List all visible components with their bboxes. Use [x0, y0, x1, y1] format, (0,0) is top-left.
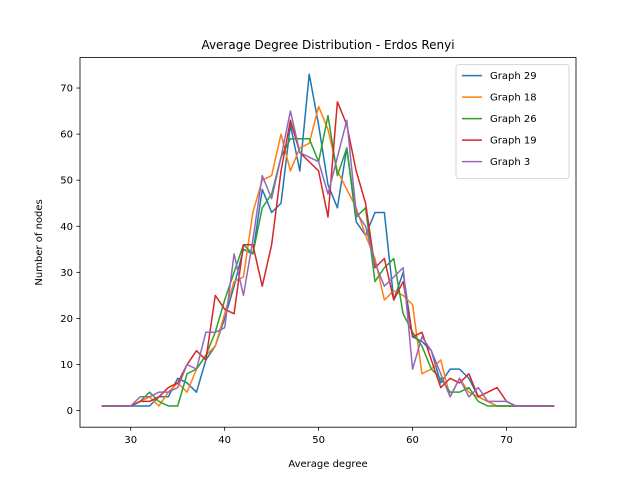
x-tick-label: 50	[312, 435, 325, 446]
plot-frame	[79, 57, 577, 428]
x-tick-label: 40	[218, 435, 231, 446]
legend-label-4: Graph 19	[490, 136, 537, 147]
legend-label-3: Graph 26	[490, 114, 537, 125]
legend-box	[455, 64, 570, 179]
series-line-3	[101, 114, 555, 407]
series-line-4	[101, 101, 555, 407]
x-tick-label: 70	[500, 435, 513, 446]
y-tick-label: 40	[60, 222, 73, 233]
y-tick-label: 60	[60, 130, 73, 141]
y-axis-label: Number of nodes	[34, 199, 45, 285]
legend-label-2: Graph 18	[490, 93, 537, 104]
y-tick-label: 0	[67, 406, 73, 417]
legend-label-5: Graph 3	[490, 157, 530, 168]
y-axis: 0 10 20 30 40 50 60 70	[60, 84, 80, 417]
y-tick-label: 50	[60, 176, 73, 187]
y-tick-label: 70	[60, 84, 73, 95]
chart-title: Average Degree Distribution - Erdos Reny…	[201, 38, 454, 52]
y-tick-label: 10	[60, 360, 73, 371]
x-axis: 30 40 50 60 70	[124, 427, 513, 446]
x-tick-label: 60	[406, 435, 419, 446]
x-axis-label: Average degree	[288, 459, 367, 470]
y-tick-label: 20	[60, 314, 73, 325]
plot-lines	[101, 73, 555, 407]
x-tick-label: 30	[124, 435, 137, 446]
legend: Graph 29 Graph 18 Graph 26 Graph 19 Graph 3	[455, 64, 570, 179]
y-tick-label: 30	[60, 268, 73, 279]
legend-label-1: Graph 29	[490, 71, 537, 82]
series-line-5	[101, 110, 555, 407]
